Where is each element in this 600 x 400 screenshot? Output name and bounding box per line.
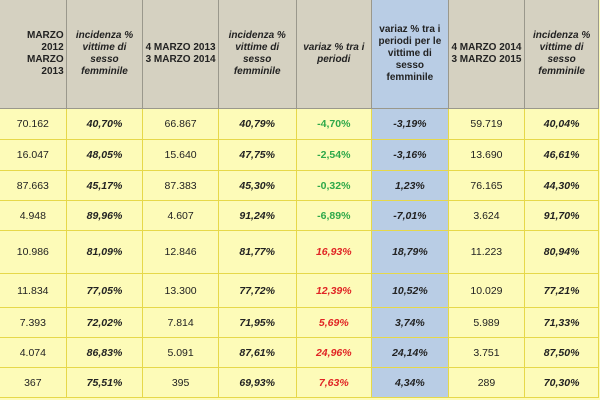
cell-variation-female: 3,74% [371,307,449,338]
header-incidence-2013-2014: incidenza % vittime di sesso femminile [217,0,297,109]
cell-incidence-2013-2014: 47,75% [217,139,297,171]
cell-incidence-2014-2015: 87,50% [524,337,599,368]
cell-variation-female: 4,34% [371,367,449,398]
cell-incidence-2014-2015: 80,94% [524,230,599,274]
cell-count-2013-2014: 66.867 [142,108,219,140]
cell-incidence-2012-2013: 45,17% [65,170,144,201]
cell-variation: 24,96% [295,337,373,368]
cell-variation-female: 18,79% [371,230,449,274]
table-row: 11.834 77,05% 13.300 77,72% 12,39% 10,52% 10.0… [0,273,599,308]
header-variation: variaz % tra i periodi [295,0,373,109]
cell-variation-female: 24,14% [371,337,449,368]
cell-count-2013-2014: 7.814 [142,307,219,338]
table-row: 16.047 48,05% 15.640 47,75% -2,54% -3,16% 13.6… [0,139,599,171]
cell-variation: 12,39% [295,273,373,308]
cell-count-2014-2015: 3.751 [447,337,526,368]
cell-variation: -0,32% [295,170,373,201]
cell-count-2012-2013: 367 [0,367,67,398]
cell-incidence-2014-2015: 77,21% [524,273,599,308]
cell-variation-female: -3,19% [371,108,449,140]
table-row: 70.162 40,70% 66.867 40,79% -4,70% -3,19% 59.7… [0,108,599,140]
cell-incidence-2014-2015: 70,30% [524,367,599,398]
cell-incidence-2012-2013: 86,83% [65,337,144,368]
cell-variation: -6,89% [295,200,373,231]
header-incidence-2014-2015: incidenza % vittime di sesso femminile [524,0,599,109]
cell-count-2012-2013: 7.393 [0,307,67,338]
table-row: 4.074 86,83% 5.091 87,61% 24,96% 24,14% 3.751 8… [0,337,599,368]
header-incidence-2012-2013: incidenza % vittime di sesso femminile [65,0,144,109]
header-row: MARZO 2012 MARZO 2013 incidenza % vittim… [0,0,599,109]
table-row: 4.948 89,96% 4.607 91,24% -6,89% -7,01% 3.624 9… [0,200,599,231]
table-row: 7.393 72,02% 7.814 71,95% 5,69% 3,74% 5.989 71,… [0,307,599,338]
cell-incidence-2012-2013: 48,05% [65,139,144,171]
cell-incidence-2013-2014: 81,77% [217,230,297,274]
cell-incidence-2012-2013: 77,05% [65,273,144,308]
cell-variation: 7,63% [295,367,373,398]
cell-count-2013-2014: 15.640 [142,139,219,171]
cell-variation-female: 10,52% [371,273,449,308]
cell-count-2014-2015: 11.223 [447,230,526,274]
cell-incidence-2013-2014: 40,79% [217,108,297,140]
cell-count-2012-2013: 70.162 [0,108,67,140]
cell-count-2012-2013: 4.948 [0,200,67,231]
cell-incidence-2012-2013: 72,02% [65,307,144,338]
cell-count-2012-2013: 10.986 [0,230,67,274]
cell-incidence-2013-2014: 91,24% [217,200,297,231]
cell-incidence-2013-2014: 87,61% [217,337,297,368]
cell-count-2013-2014: 12.846 [142,230,219,274]
table-row: 87.663 45,17% 87.383 45,30% -0,32% 1,23% 76.16… [0,170,599,201]
cell-count-2013-2014: 13.300 [142,273,219,308]
cell-incidence-2014-2015: 46,61% [524,139,599,171]
cell-count-2012-2013: 11.834 [0,273,67,308]
cell-count-2014-2015: 3.624 [447,200,526,231]
table-row: 10.986 81,09% 12.846 81,77% 16,93% 18,79% 11.2… [0,230,599,274]
cell-incidence-2012-2013: 81,09% [65,230,144,274]
cell-count-2014-2015: 13.690 [447,139,526,171]
cell-count-2014-2015: 289 [447,367,526,398]
header-period-2012-2013: MARZO 2012 MARZO 2013 [0,0,67,109]
header-period-2013-2014: 4 MARZO 2013 3 MARZO 2014 [142,0,219,109]
cell-count-2012-2013: 16.047 [0,139,67,171]
cell-incidence-2013-2014: 69,93% [217,367,297,398]
cell-count-2013-2014: 395 [142,367,219,398]
cell-incidence-2014-2015: 40,04% [524,108,599,140]
cell-variation: 5,69% [295,307,373,338]
cell-variation-female: 1,23% [371,170,449,201]
cell-incidence-2014-2015: 44,30% [524,170,599,201]
table-row: 367 75,51% 395 69,93% 7,63% 4,34% 289 70,30% [0,367,599,398]
cell-variation: 16,93% [295,230,373,274]
cell-count-2013-2014: 4.607 [142,200,219,231]
cell-incidence-2012-2013: 89,96% [65,200,144,231]
cell-count-2014-2015: 10.029 [447,273,526,308]
cell-count-2014-2015: 59.719 [447,108,526,140]
cell-incidence-2013-2014: 77,72% [217,273,297,308]
cell-variation: -2,54% [295,139,373,171]
cell-variation: -4,70% [295,108,373,140]
cell-variation-female: -3,16% [371,139,449,171]
header-variation-female: variaz % tra i periodi per le vittime di… [371,0,449,109]
cell-count-2012-2013: 87.663 [0,170,67,201]
cell-incidence-2012-2013: 40,70% [65,108,144,140]
cell-count-2014-2015: 76.165 [447,170,526,201]
cell-count-2012-2013: 4.074 [0,337,67,368]
cell-incidence-2014-2015: 71,33% [524,307,599,338]
header-period-2014-2015: 4 MARZO 2014 3 MARZO 2015 [447,0,526,109]
cell-variation-female: -7,01% [371,200,449,231]
cell-incidence-2013-2014: 45,30% [217,170,297,201]
cell-incidence-2013-2014: 71,95% [217,307,297,338]
cell-incidence-2014-2015: 91,70% [524,200,599,231]
cell-count-2013-2014: 87.383 [142,170,219,201]
cell-incidence-2012-2013: 75,51% [65,367,144,398]
cell-count-2013-2014: 5.091 [142,337,219,368]
cell-count-2014-2015: 5.989 [447,307,526,338]
